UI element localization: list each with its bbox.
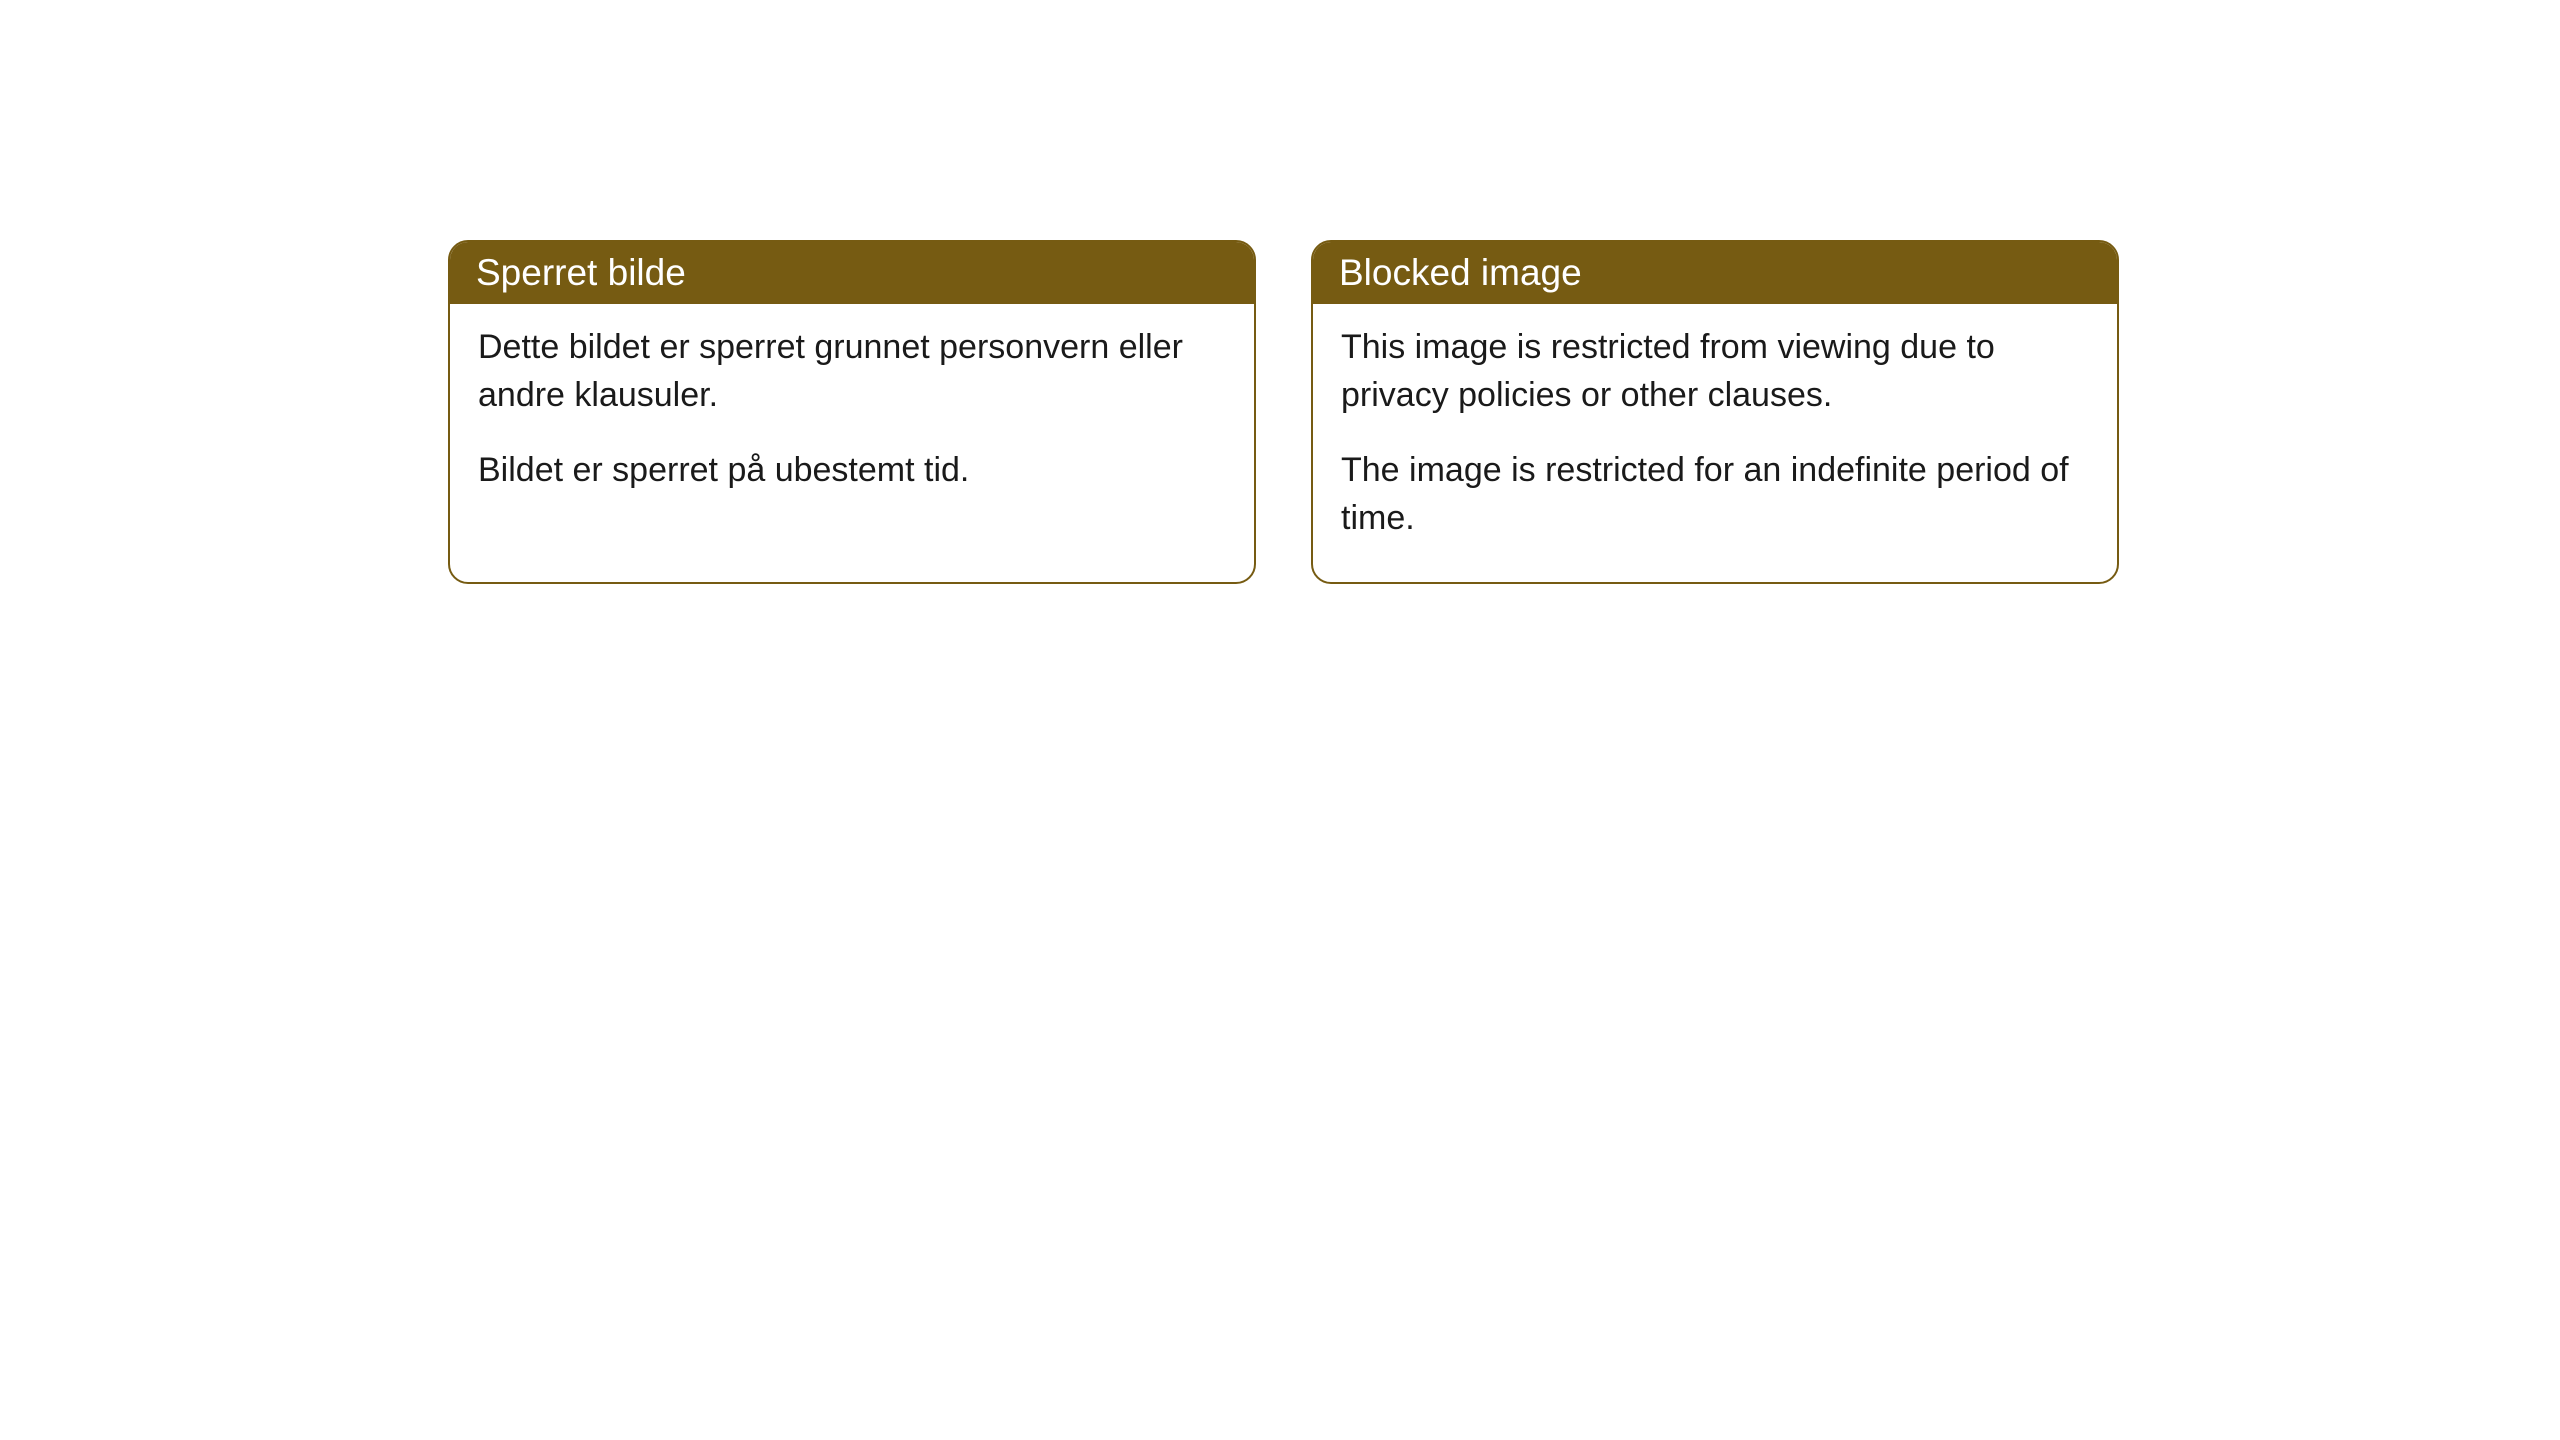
card-title: Sperret bilde (476, 252, 686, 293)
card-header: Sperret bilde (450, 242, 1254, 304)
blocked-image-card-english: Blocked image This image is restricted f… (1311, 240, 2119, 584)
blocked-image-card-norwegian: Sperret bilde Dette bildet er sperret gr… (448, 240, 1256, 584)
card-body: This image is restricted from viewing du… (1313, 304, 2117, 582)
card-paragraph: Bildet er sperret på ubestemt tid. (478, 447, 1226, 495)
card-title: Blocked image (1339, 252, 1582, 293)
card-header: Blocked image (1313, 242, 2117, 304)
card-paragraph: This image is restricted from viewing du… (1341, 324, 2089, 419)
card-paragraph: Dette bildet er sperret grunnet personve… (478, 324, 1226, 419)
card-paragraph: The image is restricted for an indefinit… (1341, 447, 2089, 542)
card-body: Dette bildet er sperret grunnet personve… (450, 304, 1254, 535)
notification-cards-container: Sperret bilde Dette bildet er sperret gr… (448, 240, 2119, 584)
